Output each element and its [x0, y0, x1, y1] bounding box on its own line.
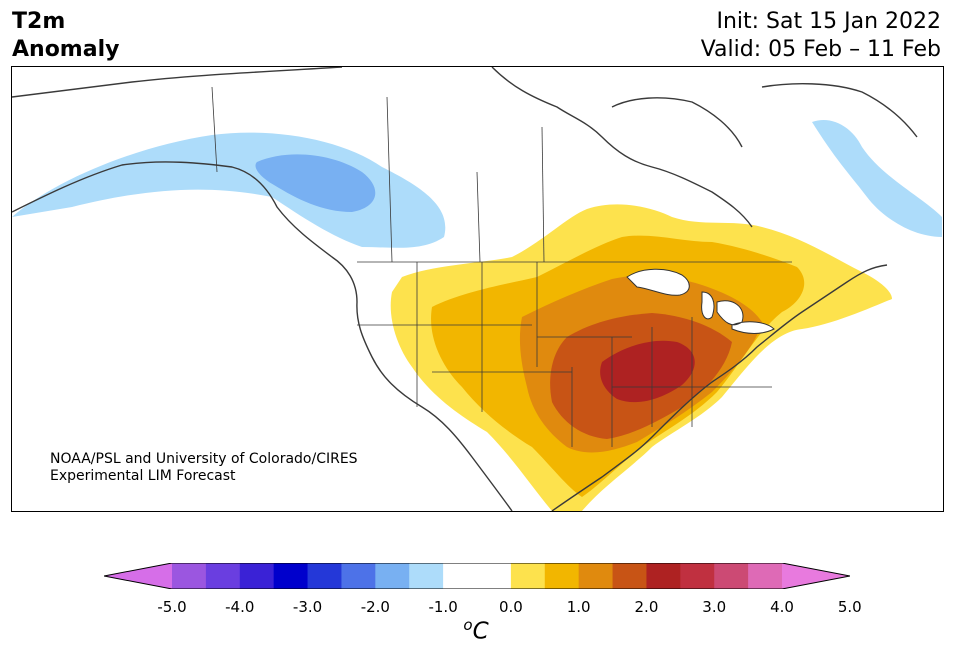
colorbar-tick-label: 5.0: [837, 598, 862, 616]
coastlines: [12, 67, 918, 511]
variable-label: T2m: [12, 9, 66, 34]
colorbar-cell: [239, 563, 275, 589]
colorbar-unit: oC: [463, 616, 488, 645]
colorbar-tick-label: 4.0: [770, 598, 794, 616]
colorbar-tick-label: 1.0: [566, 598, 591, 616]
colorbar-cell: [748, 563, 783, 589]
colorbar-cell: [409, 563, 444, 589]
cool-anomaly-outer: [12, 132, 446, 248]
colorbar-tick-label: 2.0: [634, 598, 659, 616]
field-label: Anomaly: [12, 37, 120, 62]
init-date-label: Init: Sat 15 Jan 2022: [716, 9, 941, 34]
colorbar-cell: [307, 563, 342, 589]
great-lakes: [626, 268, 775, 334]
cool-anomaly-inner: [255, 154, 376, 212]
unit-degree-symbol: o: [463, 616, 473, 634]
colorbar-cell: [510, 563, 546, 589]
colorbar-tick-label: -5.0: [157, 598, 187, 616]
colorbar-cell: [205, 563, 241, 589]
colorbar-cell: [612, 563, 647, 589]
colorbar: [104, 563, 850, 589]
colorbar-cell: [714, 563, 749, 589]
valid-date-label: Valid: 05 Feb – 11 Feb: [700, 37, 941, 62]
colorbar-extend-high: [782, 563, 850, 589]
forecast-dates: Init: Sat 15 Jan 2022 Valid: 05 Feb – 11…: [701, 8, 941, 64]
colorbar-cell: [680, 563, 715, 589]
colorbar-tick-label: -4.0: [225, 598, 255, 616]
credit-line-2: Experimental LIM Forecast: [50, 468, 236, 484]
anomaly-map: NOAA/PSL and University of Colorado/CIRE…: [11, 66, 944, 512]
colorbar-cell: [477, 563, 512, 589]
colorbar-cell: [544, 563, 580, 589]
political-borders: [211, 86, 792, 447]
colorbar-tick-label: -2.0: [360, 598, 390, 616]
map-title: T2m Anomaly: [12, 8, 119, 64]
colorbar-tick-label: -3.0: [292, 598, 323, 616]
colorbar-tick-label: 0.0: [498, 598, 523, 616]
colorbar-cell: [578, 563, 614, 589]
colorbar-cells: [104, 563, 850, 589]
credit-line-1: NOAA/PSL and University of Colorado/CIRE…: [50, 451, 358, 467]
cool-anomaly-east: [812, 119, 942, 237]
colorbar-extend-low: [104, 563, 172, 589]
anomaly-map-canvas: [12, 67, 942, 511]
colorbar-tick-label: 3.0: [702, 598, 727, 616]
colorbar-cell: [375, 563, 410, 589]
colorbar-cell: [172, 563, 207, 589]
credit-note: NOAA/PSL and University of Colorado/CIRE…: [50, 451, 358, 485]
colorbar-cell: [341, 563, 376, 589]
colorbar-tick-label: -1.0: [428, 598, 458, 616]
colorbar-cell: [273, 563, 309, 589]
colorbar-cell: [443, 563, 478, 589]
unit-letter: C: [472, 618, 489, 645]
colorbar-cell: [646, 563, 681, 589]
